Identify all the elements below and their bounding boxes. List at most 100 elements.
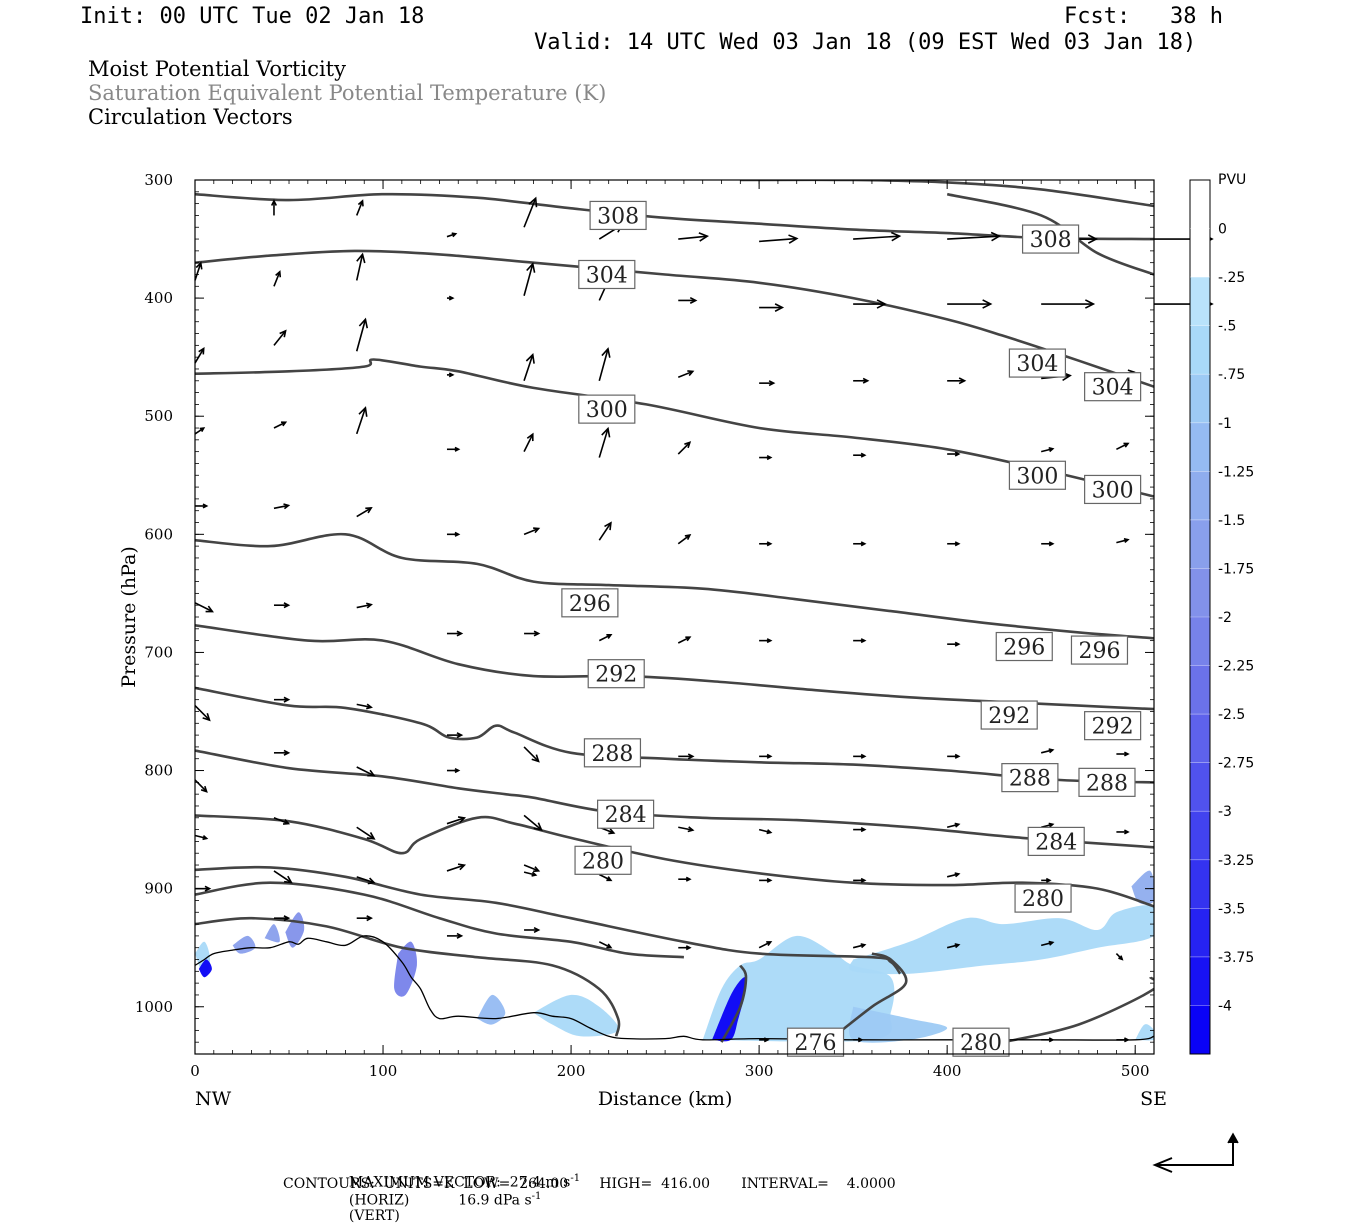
y-tick-label: 500 xyxy=(144,407,173,425)
contour-label: 284 xyxy=(1027,826,1085,857)
contour-label: 308 xyxy=(589,200,647,231)
circulation-vector xyxy=(946,872,961,878)
vector-head xyxy=(601,426,611,438)
vector-head xyxy=(279,329,287,338)
circulation-vector xyxy=(523,814,543,832)
vector-head xyxy=(365,507,373,514)
vector-head xyxy=(533,630,541,637)
pv-region xyxy=(198,959,212,978)
colorbar-swatch xyxy=(1190,519,1210,569)
forecast-hour: Fcst: 38 h xyxy=(1064,4,1223,29)
vector-head xyxy=(1124,751,1130,757)
colorbar-swatch xyxy=(1190,422,1210,472)
vector-head xyxy=(533,527,541,534)
circulation-vector xyxy=(759,1037,770,1043)
vector-shaft xyxy=(523,197,537,228)
contour-label-text: 292 xyxy=(988,704,1030,729)
colorbar-swatch xyxy=(1190,762,1210,812)
circulation-vector xyxy=(853,827,867,833)
contour-label-text: 292 xyxy=(595,663,637,688)
contour-label-text: 284 xyxy=(1035,830,1077,855)
vector-head xyxy=(788,234,799,244)
circulation-vector xyxy=(598,633,613,642)
vector-head xyxy=(367,877,376,885)
vector-shaft xyxy=(523,814,542,831)
contour-label: 288 xyxy=(1078,767,1136,797)
colorbar-label: 0 xyxy=(1218,222,1227,238)
circulation-vector xyxy=(195,503,209,509)
circulation-vector xyxy=(446,863,467,872)
init-time: Init: 00 UTC Tue 02 Jan 18 xyxy=(80,4,425,29)
colorbar-swatch xyxy=(1190,568,1210,617)
circulation-vector xyxy=(853,231,902,242)
vector-head xyxy=(366,602,373,609)
circulation-vector xyxy=(446,531,461,537)
vector-shaft xyxy=(678,235,708,240)
contour-label-text: 304 xyxy=(586,263,628,288)
contour-label-box xyxy=(597,799,655,829)
circulation-vector xyxy=(355,406,368,435)
contour-label-text: 304 xyxy=(1092,376,1134,401)
colorbar-label: -1.75 xyxy=(1218,561,1254,577)
circulation-vector xyxy=(355,199,364,216)
vector-shaft xyxy=(677,636,691,644)
vector-head xyxy=(202,713,211,722)
contour-info-text: CONTOURS: UNITS=K LOW= 264.00 HIGH= 416.… xyxy=(283,1176,896,1192)
circulation-vector xyxy=(194,602,214,613)
circulation-vector xyxy=(947,753,961,759)
circulation-vector xyxy=(598,873,613,882)
x-tick-label: 200 xyxy=(557,1062,586,1080)
endpoint-left-label: NW xyxy=(195,1088,232,1110)
colorbar-swatch xyxy=(1190,228,1210,278)
circulation-vector xyxy=(946,822,961,829)
circulation-vector xyxy=(356,826,376,840)
vector-head xyxy=(366,832,376,840)
circulation-vector xyxy=(524,926,541,934)
vector-head xyxy=(198,347,205,355)
contour-label-box xyxy=(587,659,645,689)
circulation-vector xyxy=(194,834,209,841)
vector-shaft xyxy=(273,330,287,346)
vector-head xyxy=(195,261,203,270)
vector-head xyxy=(275,270,282,278)
circulation-vector xyxy=(273,870,293,884)
colorbar-swatch xyxy=(1190,908,1210,957)
vector-shaft xyxy=(598,941,612,949)
vector-head xyxy=(766,941,773,947)
pv-shading-layer xyxy=(195,870,1154,1043)
vector-head xyxy=(768,380,776,387)
vector-head xyxy=(601,347,611,358)
contour-labels: 308 308 304 304 304 300 300 300 296 296 296 292 292 2… xyxy=(561,200,1142,1057)
circulation-vector xyxy=(947,641,961,647)
vector-shaft xyxy=(194,262,202,281)
circulation-vector xyxy=(759,753,773,759)
vector-shaft xyxy=(273,271,281,287)
pv-region xyxy=(533,994,619,1037)
contour-label-text: 300 xyxy=(1092,478,1134,503)
vector-head xyxy=(1087,234,1099,244)
colorbar-swatch xyxy=(1190,471,1210,520)
vector-shaft xyxy=(356,876,375,884)
vector-shaft xyxy=(523,354,534,382)
contour-304 xyxy=(195,249,1154,388)
contour-label-box xyxy=(578,394,636,424)
contour-label-box xyxy=(952,1027,1010,1057)
vector-head xyxy=(684,441,692,449)
circulation-vector xyxy=(598,347,611,381)
colorbar-swatch xyxy=(1190,956,1210,1006)
vector-head xyxy=(525,353,535,364)
vector-shaft xyxy=(194,602,213,613)
vector-shaft xyxy=(356,507,372,518)
pv-region xyxy=(712,977,747,1042)
vector-head xyxy=(283,503,291,510)
vector-head xyxy=(766,877,773,883)
circulation-vector xyxy=(759,380,776,387)
vector-shaft xyxy=(1040,749,1053,754)
vector-head xyxy=(533,866,541,873)
vector-head xyxy=(763,1037,770,1043)
pv-region xyxy=(1131,870,1154,905)
contour-label-text: 296 xyxy=(1003,636,1045,661)
colorbar-label: -.75 xyxy=(1218,367,1245,383)
vector-head xyxy=(954,753,961,759)
vector-head xyxy=(687,370,695,377)
